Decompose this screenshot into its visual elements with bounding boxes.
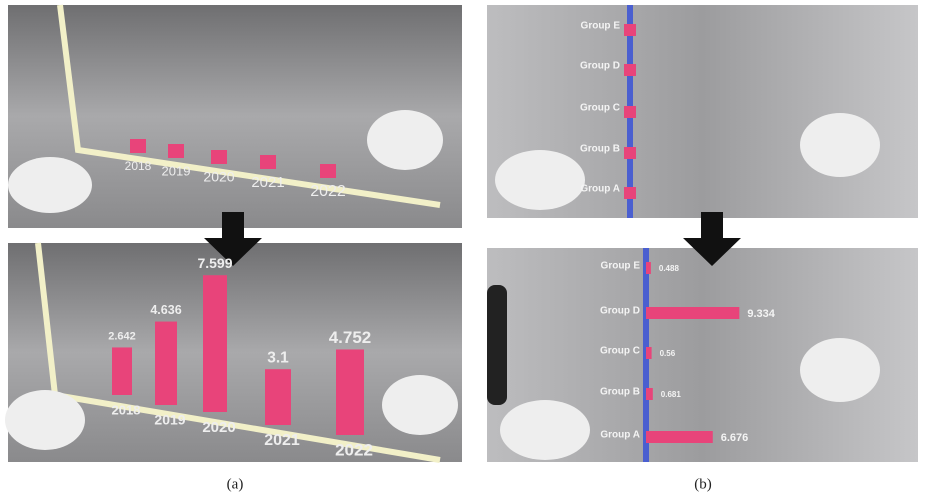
category-label: 2020 <box>202 419 235 436</box>
device <box>487 285 507 405</box>
value-label: 6.676 <box>721 432 749 444</box>
bar <box>646 388 653 400</box>
category-label: Group E <box>581 21 621 32</box>
bar <box>646 307 739 319</box>
hand <box>5 390 85 450</box>
bar <box>265 369 291 425</box>
cube <box>624 64 636 76</box>
category-label: 2022 <box>335 440 373 459</box>
category-label: Group A <box>600 430 640 441</box>
figure: (a) (b) 2018 2.642 2018 2019 4.636 2019 2020 7.… <box>0 0 930 498</box>
hand <box>495 150 585 210</box>
value-label: 9.334 <box>747 308 775 320</box>
bar <box>646 347 652 359</box>
category-label: Group E <box>601 261 641 272</box>
category-label: 2019 <box>162 163 191 178</box>
value-label: 0.488 <box>659 264 680 273</box>
hand <box>8 157 92 213</box>
category-label: Group D <box>600 306 640 317</box>
hand <box>367 110 443 170</box>
category-label: 2022 <box>310 183 346 200</box>
category-label: 2020 <box>203 169 234 185</box>
cube <box>320 164 336 178</box>
value-label: 0.56 <box>660 349 676 358</box>
cube <box>624 187 636 199</box>
caption: (b) <box>694 476 712 492</box>
bar <box>112 347 132 395</box>
hand <box>800 338 880 402</box>
value-label: 0.681 <box>661 390 682 399</box>
bar <box>646 262 651 274</box>
cube <box>624 106 636 118</box>
bar <box>336 349 364 435</box>
category-label: Group C <box>580 103 620 114</box>
cube <box>168 144 184 158</box>
category-label: 2021 <box>251 174 284 191</box>
value-label: 4.636 <box>150 303 181 317</box>
category-label: Group D <box>580 61 620 72</box>
category-label: 2019 <box>154 412 185 428</box>
cube <box>130 139 146 153</box>
hand <box>382 375 458 435</box>
cube <box>624 24 636 36</box>
cube <box>260 155 276 169</box>
value-label: 3.1 <box>267 349 289 366</box>
category-label: 2021 <box>264 432 300 449</box>
value-label: 7.599 <box>197 255 232 271</box>
category-label: 2018 <box>112 402 141 417</box>
category-label: Group B <box>600 387 640 398</box>
bar <box>646 431 713 443</box>
bar <box>155 322 177 405</box>
hand <box>500 400 590 460</box>
category-label: 2018 <box>125 159 152 173</box>
value-label: 4.752 <box>329 328 372 347</box>
category-label: Group A <box>580 184 620 195</box>
category-label: Group C <box>600 346 640 357</box>
category-label: Group B <box>580 144 620 155</box>
cube <box>211 150 227 164</box>
hand <box>800 113 880 177</box>
value-label: 2.642 <box>108 330 136 342</box>
caption: (a) <box>227 476 244 492</box>
bar <box>203 275 227 412</box>
cube <box>624 147 636 159</box>
